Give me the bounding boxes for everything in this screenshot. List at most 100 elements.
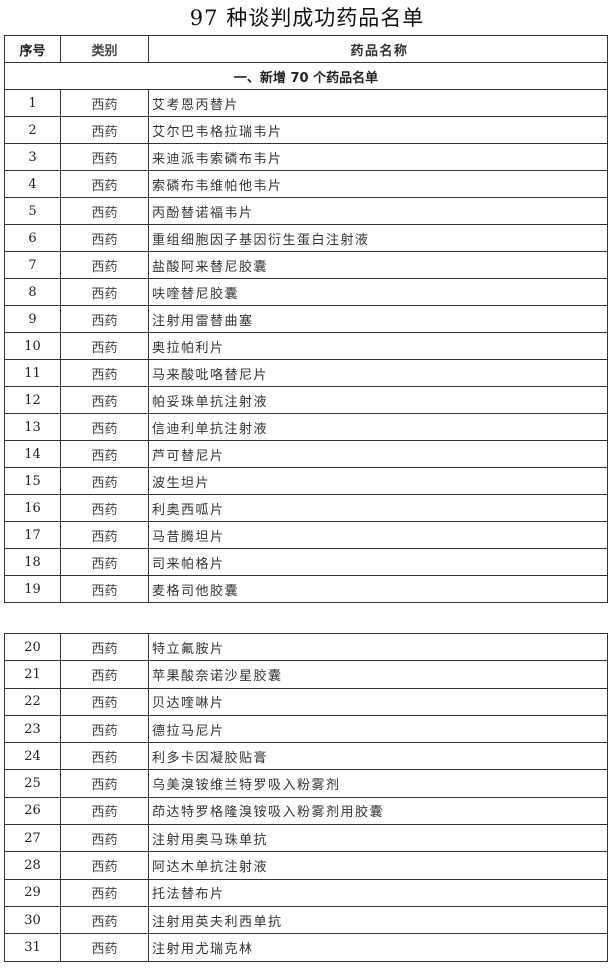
row-category: 西药 xyxy=(60,687,149,716)
table-row: 14 西药 芦可替尼片 xyxy=(4,440,608,468)
table-row: 17 西药 马昔腾坦片 xyxy=(4,521,608,549)
row-category: 西药 xyxy=(60,824,149,853)
table-row: 22 西药 贝达喹啉片 xyxy=(4,687,608,716)
row-category: 西药 xyxy=(60,305,149,333)
row-category: 西药 xyxy=(60,413,149,441)
row-category: 西药 xyxy=(60,521,149,549)
table-row: 29 西药 托法替布片 xyxy=(4,878,608,907)
row-drug-name: 阿达木单抗注射液 xyxy=(148,851,608,880)
table-row: 26 西药 茚达特罗格隆溴铵吸入粉雾剂用胶囊 xyxy=(4,796,608,826)
row-category: 西药 xyxy=(60,878,149,907)
row-number: 28 xyxy=(4,851,61,880)
row-drug-name: 重组细胞因子基因衍生蛋白注射液 xyxy=(148,224,608,252)
row-category: 西药 xyxy=(60,905,149,935)
row-number: 30 xyxy=(4,905,61,935)
row-drug-name: 奥拉帕利片 xyxy=(148,332,608,360)
row-number: 24 xyxy=(4,742,61,771)
table-row: 30 西药 注射用英夫利西单抗 xyxy=(4,905,608,935)
row-category: 西药 xyxy=(60,170,149,198)
section-title: 一、新增 70 个药品名单 xyxy=(4,62,608,90)
row-category: 西药 xyxy=(60,251,149,279)
table-row: 20 西药 特立氟胺片 xyxy=(4,632,608,662)
row-number: 7 xyxy=(4,251,61,279)
section-row: 一、新增 70 个药品名单 xyxy=(4,62,608,90)
row-drug-name: 托法替布片 xyxy=(148,878,608,907)
row-drug-name: 信迪利单抗注射液 xyxy=(148,413,608,441)
table-row: 21 西药 苹果酸奈诺沙星胶囊 xyxy=(4,660,608,689)
row-drug-name: 苹果酸奈诺沙星胶囊 xyxy=(148,660,608,689)
document-title: 97 种谈判成功药品名单 xyxy=(189,6,425,30)
table-row: 8 西药 呋喹替尼胶囊 xyxy=(4,278,608,306)
row-drug-name: 注射用雷替曲塞 xyxy=(148,305,608,333)
table-row: 25 西药 乌美溴铵维兰特罗吸入粉雾剂 xyxy=(4,769,608,798)
table-row: 28 西药 阿达木单抗注射液 xyxy=(4,851,608,880)
row-drug-name: 茚达特罗格隆溴铵吸入粉雾剂用胶囊 xyxy=(148,796,608,826)
row-drug-name: 艾考恩丙替片 xyxy=(148,89,608,117)
table-row: 4 西药 索磷布韦维帕他韦片 xyxy=(4,170,608,198)
row-number: 14 xyxy=(4,440,61,468)
row-number: 6 xyxy=(4,224,61,252)
row-drug-name: 注射用尤瑞克林 xyxy=(148,933,608,962)
row-number: 8 xyxy=(4,278,61,306)
header-category: 类别 xyxy=(60,35,149,63)
row-drug-name: 盐酸阿来替尼胶囊 xyxy=(148,251,608,279)
row-category: 西药 xyxy=(60,660,149,689)
drug-table-page-2: 20 西药 特立氟胺片 21 西药 苹果酸奈诺沙星胶囊 22 西药 贝达喹啉片 23 西药 德拉马尼片… xyxy=(4,632,608,962)
row-drug-name: 注射用奥马珠单抗 xyxy=(148,824,608,853)
row-drug-name: 麦格司他胶囊 xyxy=(148,575,608,603)
row-category: 西药 xyxy=(60,796,149,826)
row-number: 23 xyxy=(4,714,61,744)
table-row: 13 西药 信迪利单抗注射液 xyxy=(4,413,608,441)
row-category: 西药 xyxy=(60,548,149,576)
row-category: 西药 xyxy=(60,742,149,771)
table-row: 3 西药 来迪派韦索磷布韦片 xyxy=(4,143,608,171)
row-category: 西药 xyxy=(60,197,149,225)
table-row: 23 西药 德拉马尼片 xyxy=(4,714,608,744)
row-category: 西药 xyxy=(60,467,149,495)
row-category: 西药 xyxy=(60,575,149,603)
row-category: 西药 xyxy=(60,933,149,962)
row-category: 西药 xyxy=(60,386,149,414)
row-category: 西药 xyxy=(60,332,149,360)
row-drug-name: 贝达喹啉片 xyxy=(148,687,608,716)
table-row: 2 西药 艾尔巴韦格拉瑞韦片 xyxy=(4,116,608,144)
table-row: 12 西药 帕妥珠单抗注射液 xyxy=(4,386,608,414)
row-drug-name: 波生坦片 xyxy=(148,467,608,495)
row-category: 西药 xyxy=(60,440,149,468)
table-row: 7 西药 盐酸阿来替尼胶囊 xyxy=(4,251,608,279)
row-category: 西药 xyxy=(60,89,149,117)
row-drug-name: 来迪派韦索磷布韦片 xyxy=(148,143,608,171)
row-category: 西药 xyxy=(60,632,149,662)
row-drug-name: 利多卡因凝胶贴膏 xyxy=(148,742,608,771)
row-number: 12 xyxy=(4,386,61,414)
table-row: 18 西药 司来帕格片 xyxy=(4,548,608,576)
row-number: 13 xyxy=(4,413,61,441)
row-drug-name: 马昔腾坦片 xyxy=(148,521,608,549)
row-category: 西药 xyxy=(60,116,149,144)
table-row: 10 西药 奥拉帕利片 xyxy=(4,332,608,360)
row-number: 11 xyxy=(4,359,61,387)
table-header-row: 序号 类别 药品名称 xyxy=(4,35,608,63)
table-row: 16 西药 利奥西呱片 xyxy=(4,494,608,522)
row-category: 西药 xyxy=(60,851,149,880)
table-row: 1 西药 艾考恩丙替片 xyxy=(4,89,608,117)
row-category: 西药 xyxy=(60,769,149,798)
row-number: 17 xyxy=(4,521,61,549)
row-category: 西药 xyxy=(60,143,149,171)
header-no: 序号 xyxy=(4,35,61,63)
row-number: 21 xyxy=(4,660,61,689)
row-drug-name: 注射用英夫利西单抗 xyxy=(148,905,608,935)
table-row: 31 西药 注射用尤瑞克林 xyxy=(4,933,608,962)
row-category: 西药 xyxy=(60,714,149,744)
row-number: 19 xyxy=(4,575,61,603)
row-category: 西药 xyxy=(60,224,149,252)
row-number: 20 xyxy=(4,632,61,662)
row-drug-name: 索磷布韦维帕他韦片 xyxy=(148,170,608,198)
table-row: 19 西药 麦格司他胶囊 xyxy=(4,575,608,603)
row-drug-name: 特立氟胺片 xyxy=(148,632,608,662)
row-number: 22 xyxy=(4,687,61,716)
row-number: 27 xyxy=(4,824,61,853)
row-number: 10 xyxy=(4,332,61,360)
row-drug-name: 帕妥珠单抗注射液 xyxy=(148,386,608,414)
row-number: 16 xyxy=(4,494,61,522)
